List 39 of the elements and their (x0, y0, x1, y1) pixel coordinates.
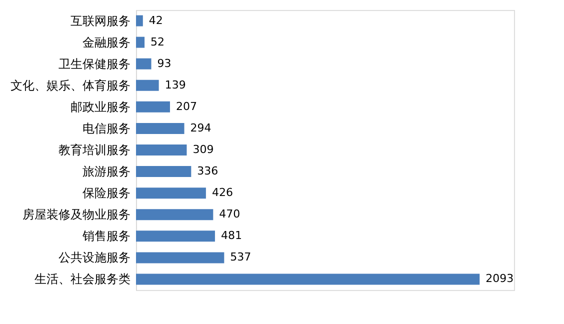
bar (136, 209, 214, 220)
data-label: 93 (157, 56, 172, 70)
bar (136, 80, 159, 91)
data-label: 537 (230, 250, 252, 264)
data-label: 481 (220, 229, 242, 242)
data-label: 42 (148, 14, 163, 27)
data-label: 336 (197, 164, 218, 178)
y-tick-label: 卫生保健服务 (58, 56, 130, 71)
bar (136, 188, 206, 199)
y-tick-label: 金融服务 (82, 35, 130, 50)
bar (136, 274, 480, 285)
bar (136, 122, 184, 134)
data-label: 139 (164, 78, 186, 92)
data-label: 52 (150, 35, 165, 48)
data-label: 309 (192, 143, 214, 156)
data-label: 207 (176, 100, 197, 113)
bar (136, 166, 192, 178)
y-tick-label: 教育培训服务 (58, 143, 130, 157)
bar (136, 144, 187, 156)
bar (136, 15, 143, 26)
y-tick-label: 邮政业服务 (70, 100, 130, 114)
y-tick-label: 旅游服务 (82, 164, 130, 179)
bar (136, 252, 224, 264)
y-tick-label: 文化、娱乐、体育服务 (10, 78, 130, 92)
bar (136, 101, 170, 112)
data-label: 294 (190, 121, 212, 134)
bar (136, 36, 145, 48)
data-label: 2093 (486, 272, 514, 286)
data-label: 426 (212, 186, 233, 200)
y-tick-label: 保险服务 (82, 186, 130, 200)
y-tick-label: 电信服务 (82, 121, 130, 136)
y-tick-label: 房屋装修及物业服务 (22, 208, 130, 222)
y-tick-label: 公共设施服务 (58, 250, 130, 265)
bar (136, 230, 215, 242)
data-label: 470 (219, 208, 240, 221)
bar (136, 58, 152, 70)
y-tick-label: 互联网服务 (70, 14, 130, 28)
y-tick-label: 生活、社会服务类 (34, 272, 130, 286)
y-tick-label: 销售服务 (82, 229, 130, 244)
